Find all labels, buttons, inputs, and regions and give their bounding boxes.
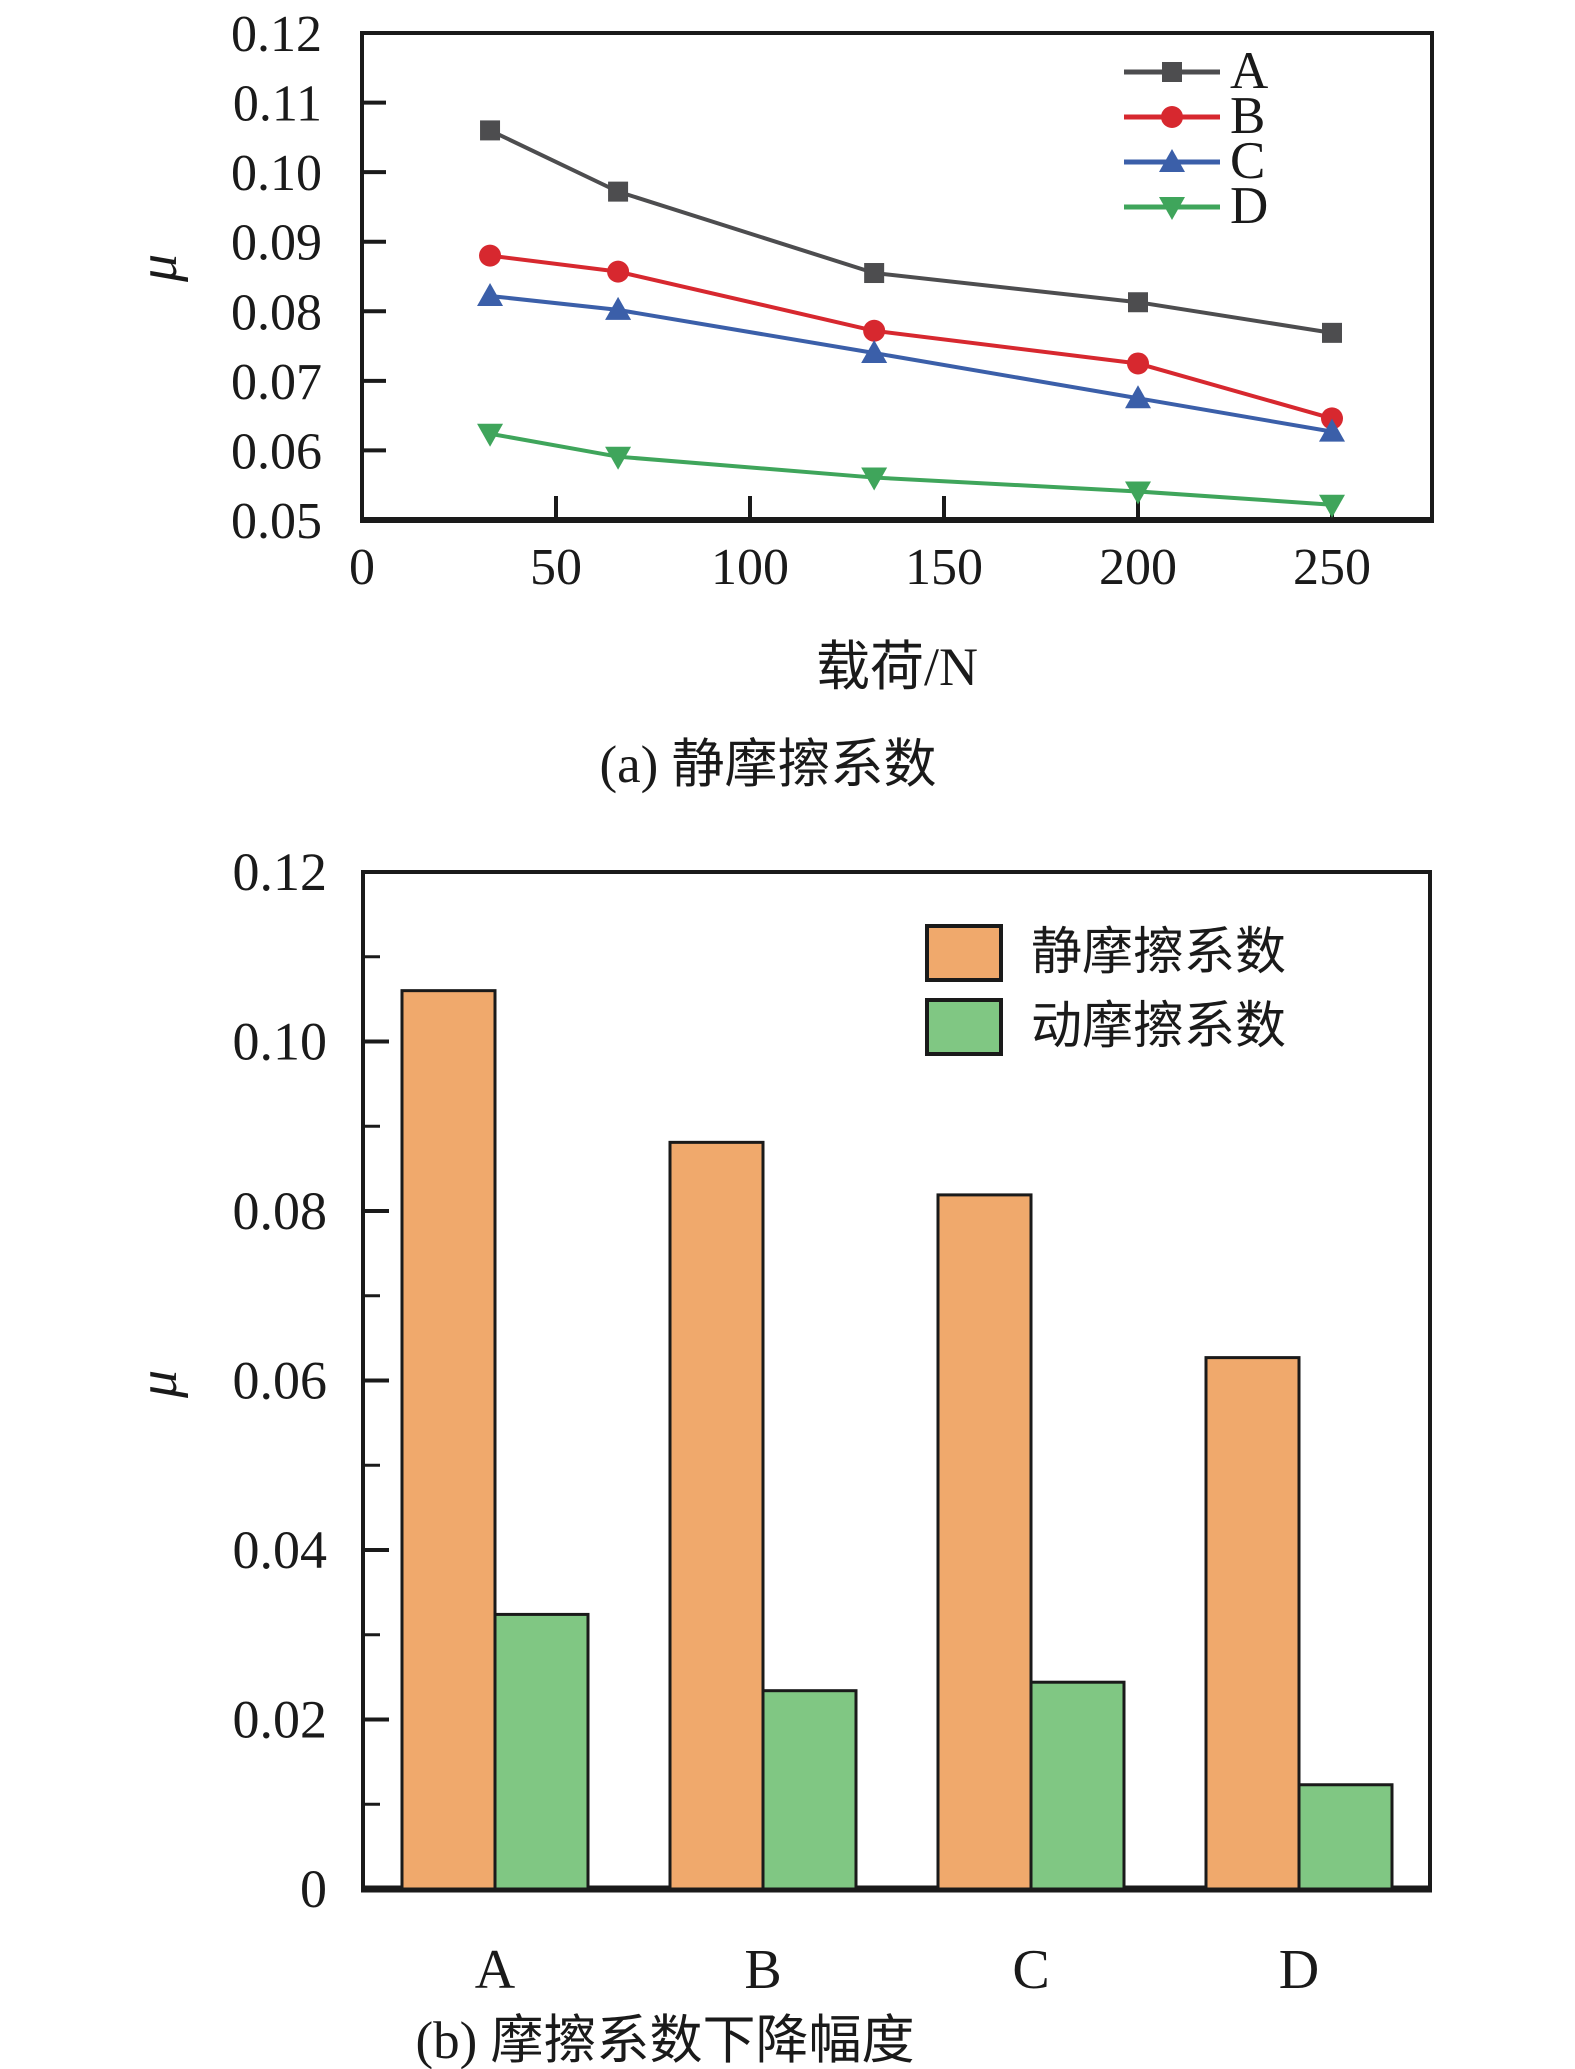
series-A-marker — [480, 120, 501, 141]
line-chart-y-tick-label: 0.07 — [231, 354, 322, 411]
legend-swatch-icon — [925, 998, 1003, 1056]
line-chart-y-tick-label: 0.06 — [231, 423, 322, 480]
legend-item-D: D — [1122, 177, 1269, 235]
bar-chart-y-tick-label: 0.10 — [233, 1012, 328, 1072]
bar-dynamic-C — [1029, 1680, 1126, 1891]
bar-chart-y-axis-label: μ — [127, 1369, 189, 1399]
series-B-marker — [863, 319, 886, 342]
series-A-marker — [1128, 292, 1148, 313]
line-chart-x-tick-label: 150 — [905, 539, 983, 596]
bar-static-C — [936, 1193, 1033, 1891]
legend-triangle-up-icon — [1124, 148, 1220, 172]
series-B-marker — [1127, 352, 1149, 375]
bar-static-D — [1204, 1356, 1301, 1891]
legend-square-icon — [1124, 61, 1220, 82]
legend-label-D: D — [1230, 177, 1269, 235]
caption-subfigure-b: (b) 摩擦系数下降幅度 — [415, 2012, 915, 2069]
bar-chart-y-tick-label: 0.02 — [233, 1690, 328, 1750]
series-C-marker — [861, 340, 888, 364]
bar-category-label-A: A — [475, 1939, 516, 2001]
legend-item-B: B — [1122, 87, 1268, 145]
bar-dynamic-B — [761, 1689, 858, 1891]
legend-label-dynamic: 动摩擦系数 — [1031, 999, 1287, 1055]
series-C-marker — [477, 282, 504, 306]
series-D-line — [489, 431, 1333, 507]
series-B-marker — [607, 260, 630, 283]
bar-category-label-D: D — [1279, 1939, 1319, 2001]
bar-category-label-C: C — [1012, 1939, 1049, 2001]
bar-chart-y-tick-label: 0.12 — [233, 842, 328, 902]
bar-chart-legend: 静摩擦系数动摩擦系数 — [925, 924, 1286, 1072]
line-chart-y-axis-label: μ — [127, 253, 189, 283]
line-chart-y-tick-label: 0.10 — [231, 145, 322, 202]
legend-circle-icon — [1124, 105, 1220, 128]
series-B-marker — [1321, 407, 1343, 430]
series-C-marker — [1125, 385, 1151, 409]
legend-swatch-icon — [925, 924, 1003, 982]
bar-chart-y-tick-label: 0.06 — [233, 1351, 328, 1411]
series-C-marker — [1319, 418, 1345, 442]
legend-item-dynamic: 动摩擦系数 — [925, 998, 1286, 1056]
bar-chart-y-tick-label: 0 — [300, 1859, 327, 1919]
line-chart-x-tick-label: 200 — [1099, 539, 1177, 596]
bar-category-label-B: B — [744, 1939, 781, 2001]
series-A-marker — [1322, 322, 1342, 343]
series-D-marker — [605, 446, 632, 470]
line-chart-y-tick-label: 0.05 — [231, 493, 322, 550]
series-C-marker — [605, 296, 632, 320]
series-D-marker — [1319, 494, 1345, 518]
legend-label-C: C — [1230, 132, 1266, 190]
series-A-marker — [864, 263, 885, 284]
line-chart-x-tick-label: 100 — [711, 539, 789, 596]
bar-static-A — [400, 989, 497, 1891]
legend-item-C: C — [1122, 132, 1268, 190]
line-chart-y-tick-label: 0.12 — [231, 6, 322, 63]
line-chart-y-tick-label: 0.08 — [231, 284, 322, 341]
series-D-marker — [861, 467, 888, 491]
bar-chart-y-tick-label: 0.04 — [233, 1520, 328, 1580]
legend-label-B: B — [1230, 87, 1266, 145]
bar-dynamic-D — [1297, 1783, 1394, 1891]
line-chart-y-tick-label: 0.09 — [231, 215, 322, 272]
legend-label-A: A — [1230, 42, 1269, 100]
bar-dynamic-A — [493, 1612, 590, 1891]
line-chart-y-tick-label: 0.11 — [233, 76, 322, 133]
bar-static-B — [668, 1140, 765, 1891]
series-B-marker — [479, 244, 502, 267]
line-chart-x-axis-label: 载荷/N — [816, 637, 978, 697]
bar-chart-y-tick-label: 0.08 — [233, 1181, 328, 1241]
legend-item-static: 静摩擦系数 — [925, 924, 1286, 982]
series-D-marker — [1125, 481, 1151, 505]
series-A-marker — [608, 181, 629, 202]
legend-item-A: A — [1122, 42, 1269, 100]
line-chart-x-tick-label: 50 — [530, 539, 582, 596]
caption-subfigure-a: (a) 静摩擦系数 — [599, 736, 937, 794]
legend-label-static: 静摩擦系数 — [1031, 925, 1287, 981]
line-chart-x-tick-label: 0 — [349, 539, 375, 596]
legend-triangle-down-icon — [1124, 196, 1220, 220]
line-chart-x-tick-label: 250 — [1293, 539, 1371, 596]
series-D-marker — [477, 423, 504, 447]
